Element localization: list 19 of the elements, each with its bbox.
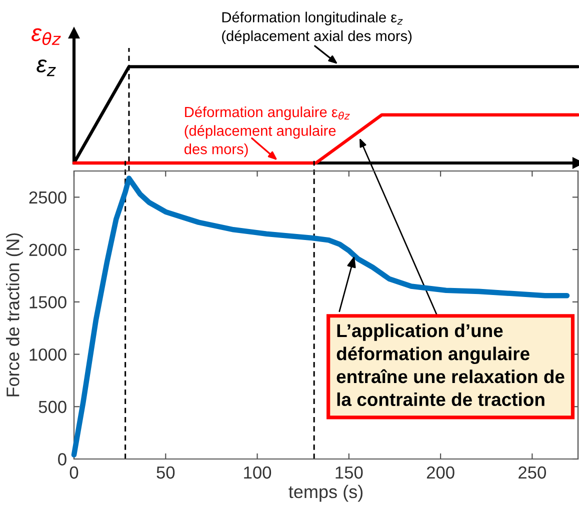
x-tick-label: 100 <box>244 466 272 479</box>
y-tick-label: 500 <box>38 400 66 414</box>
y-axis-title: Force de traction (N) <box>6 233 23 396</box>
x-tick-label: 50 <box>156 466 175 479</box>
x-tick-label: 150 <box>336 466 363 479</box>
x-tick-label: 0 <box>70 466 78 479</box>
series-label: Déformation longitudinale ε$_{z}$ (déplacement axial des mors) <box>222 12 412 44</box>
y-tick-label: 2000 <box>29 244 66 256</box>
x-tick-label: 200 <box>426 466 454 479</box>
x-axis-title: temps (s) <box>288 484 362 502</box>
x-tick-label: 250 <box>518 466 546 479</box>
text: ε$_{θz}$ <box>32 28 61 46</box>
y-tick-label: 2500 <box>29 191 66 204</box>
y-tick-label: 1500 <box>30 296 66 308</box>
text: ε$_{z}$ <box>36 60 56 76</box>
y-tick-label: 1000 <box>30 348 66 361</box>
y-tick-label: 0 <box>58 453 66 466</box>
series-label: Déformation angulaire ε$_{θz}$ (déplacement angulaire des mors) <box>184 106 350 158</box>
annotation: L’application d’une déformation angulaire entraîne une relaxation de la contrainte de traction <box>336 324 564 406</box>
